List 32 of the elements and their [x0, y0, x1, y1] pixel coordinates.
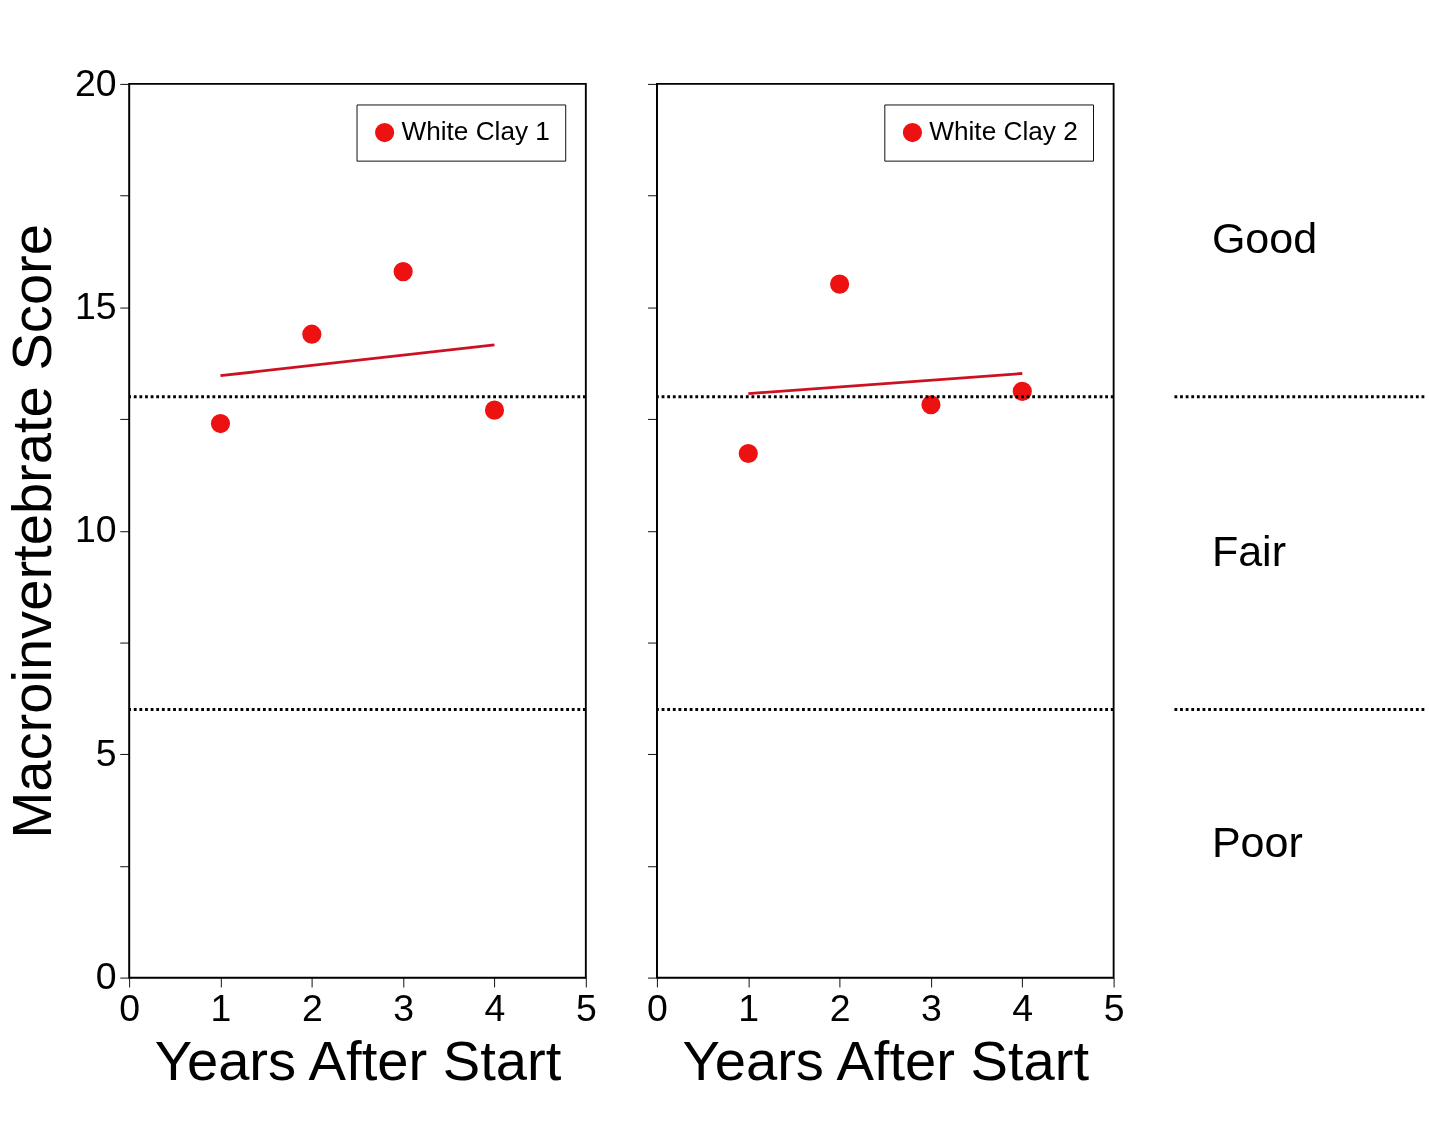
- x-axis-title: Years After Start: [682, 1029, 1090, 1093]
- x-tick-label: 1: [210, 987, 232, 1030]
- x-tick-label: 3: [393, 987, 415, 1030]
- y-tick-label: 5: [95, 731, 117, 774]
- y-tick-label: 15: [74, 285, 117, 328]
- legend-label: White Clay 2: [929, 116, 1078, 147]
- x-axis-title: Years After Start: [154, 1029, 562, 1093]
- point: [210, 413, 231, 434]
- point: [393, 262, 413, 282]
- text: Good: [1211, 214, 1318, 263]
- point: [1012, 381, 1032, 401]
- text: Fair: [1211, 527, 1286, 576]
- y-tick-label: 0: [95, 955, 117, 998]
- x-tick-label: 4: [1012, 987, 1034, 1030]
- text: Poor: [1211, 817, 1303, 866]
- x-tick-label: 2: [829, 987, 851, 1030]
- point: [830, 274, 850, 294]
- point: [302, 324, 322, 344]
- y-tick-label: 20: [74, 61, 117, 104]
- x-tick-label: 4: [484, 987, 506, 1030]
- y-tick-label: 10: [74, 508, 117, 551]
- legend-label: White Clay 1: [401, 116, 550, 147]
- x-tick-label: 2: [301, 987, 323, 1030]
- point: [484, 400, 505, 420]
- x-tick-label: 5: [1103, 987, 1125, 1030]
- point: [921, 395, 941, 415]
- x-tick-label: 1: [738, 987, 760, 1030]
- y-axis-title: Macroinvertebrate Score: [0, 223, 64, 839]
- x-tick-label: 3: [921, 987, 942, 1030]
- x-tick-label: 0: [647, 987, 668, 1030]
- x-tick-label: 5: [575, 987, 597, 1030]
- point: [738, 443, 758, 464]
